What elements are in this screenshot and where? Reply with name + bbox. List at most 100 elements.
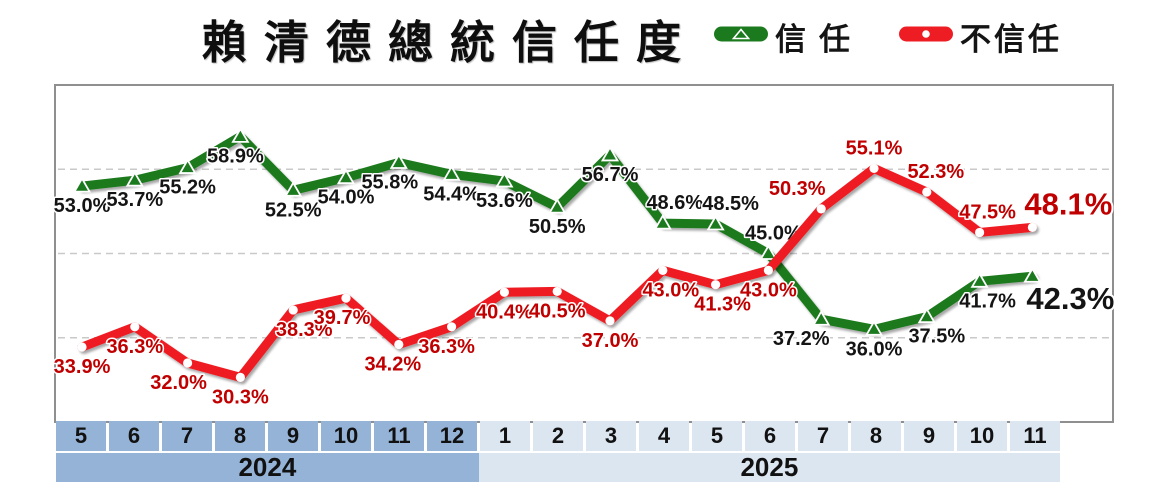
x-axis-years: 2024 2025 bbox=[56, 452, 1060, 482]
data-label: 50.3% bbox=[769, 178, 826, 200]
data-label: 36.3% bbox=[418, 336, 475, 358]
month-label: 5 bbox=[692, 421, 742, 451]
legend-label-trust: 信任 bbox=[775, 21, 863, 57]
data-label: 40.5% bbox=[529, 300, 586, 322]
month-label: 7 bbox=[162, 421, 212, 451]
data-label: 33.9% bbox=[54, 356, 111, 378]
data-label: 53.7% bbox=[106, 189, 163, 211]
month-label: 10 bbox=[321, 421, 371, 451]
marker-triangle-icon bbox=[284, 181, 303, 197]
marker-triangle-icon bbox=[495, 171, 514, 188]
data-label: 53.6% bbox=[476, 190, 533, 212]
legend-label-distrust: 不信任 bbox=[960, 21, 1062, 57]
marker-triangle-icon bbox=[178, 158, 197, 174]
data-label: 41.3% bbox=[694, 294, 751, 316]
data-label: 48.6% bbox=[646, 192, 703, 214]
legend-item-distrust: 不信任 bbox=[899, 16, 1062, 57]
marker-triangle-icon bbox=[442, 165, 461, 181]
data-label: 55.1% bbox=[846, 137, 903, 159]
month-label: 2 bbox=[533, 421, 583, 451]
data-label: 55.2% bbox=[159, 177, 216, 199]
data-label: 43.0% bbox=[740, 279, 797, 301]
marker-circle-icon bbox=[183, 358, 193, 368]
year-band-2025: 2025 bbox=[478, 452, 1060, 482]
distrust-line-marker-icon bbox=[899, 26, 953, 47]
marker-circle-icon bbox=[499, 287, 509, 297]
marker-circle-icon bbox=[394, 339, 404, 350]
data-label: 53.0% bbox=[54, 195, 111, 217]
data-label: 36.0% bbox=[846, 338, 903, 360]
legend-item-trust: 信任 bbox=[714, 16, 863, 57]
month-label: 11 bbox=[1010, 421, 1060, 451]
data-label: 58.9% bbox=[207, 145, 264, 167]
marker-triangle-icon bbox=[600, 145, 620, 162]
data-label: 47.5% bbox=[959, 201, 1016, 223]
data-label: 42.3% bbox=[1026, 281, 1114, 316]
month-label: 6 bbox=[745, 421, 795, 451]
data-label: 41.7% bbox=[959, 290, 1016, 312]
data-label: 48.1% bbox=[1024, 186, 1112, 221]
month-label: 5 bbox=[56, 421, 106, 451]
data-label: 56.7% bbox=[582, 164, 639, 186]
data-label: 55.8% bbox=[361, 172, 418, 194]
data-label: 37.5% bbox=[908, 326, 965, 348]
marker-triangle-icon bbox=[1023, 266, 1042, 283]
marker-circle-icon bbox=[552, 286, 562, 297]
marker-triangle-icon bbox=[72, 176, 92, 193]
page-title: 賴清德總統信任度 bbox=[202, 17, 699, 68]
marker-circle-icon bbox=[1027, 222, 1037, 232]
month-label: 12 bbox=[427, 421, 477, 451]
month-label: 1 bbox=[480, 421, 530, 451]
marker-triangle-icon bbox=[706, 214, 725, 231]
marker-circle-icon bbox=[922, 187, 932, 197]
marker-circle-icon bbox=[869, 163, 879, 174]
marker-circle-icon bbox=[447, 322, 457, 332]
month-label: 3 bbox=[586, 421, 636, 451]
trust-line-marker-icon bbox=[714, 26, 768, 47]
data-label: 37.2% bbox=[773, 328, 830, 350]
data-label: 54.4% bbox=[423, 183, 480, 205]
marker-circle-icon bbox=[341, 293, 351, 303]
marker-circle-icon bbox=[235, 372, 245, 382]
marker-circle-icon bbox=[658, 265, 668, 275]
month-label: 9 bbox=[268, 421, 318, 451]
marker-triangle-icon bbox=[653, 213, 672, 230]
x-axis-months: 5 6 7 8 9 10 11 12 1 2 3 4 5 6 7 8 9 10 11 bbox=[56, 421, 1060, 451]
month-label: 8 bbox=[851, 421, 901, 451]
month-label: 8 bbox=[215, 421, 265, 451]
data-label: 54.0% bbox=[318, 187, 375, 209]
month-label: 6 bbox=[109, 421, 159, 451]
marker-triangle-icon bbox=[336, 168, 356, 185]
data-label: 48.5% bbox=[702, 193, 759, 215]
data-label: 52.3% bbox=[907, 161, 964, 183]
marker-circle-icon bbox=[816, 204, 826, 214]
marker-circle-icon bbox=[711, 280, 721, 290]
marker-triangle-icon bbox=[970, 272, 989, 288]
month-label: 9 bbox=[904, 421, 954, 451]
marker-triangle-icon bbox=[864, 320, 884, 336]
data-label: 30.3% bbox=[212, 386, 269, 408]
marker-triangle-icon bbox=[389, 153, 408, 169]
marker-circle-icon bbox=[288, 305, 298, 315]
data-label: 34.2% bbox=[364, 353, 421, 375]
month-label: 11 bbox=[374, 421, 424, 451]
marker-circle-icon bbox=[605, 316, 615, 326]
data-label: 40.4% bbox=[476, 301, 533, 323]
marker-circle-icon bbox=[130, 322, 140, 332]
marker-circle-icon bbox=[763, 265, 774, 275]
marker-triangle-icon bbox=[917, 307, 936, 324]
marker-circle-icon bbox=[975, 227, 985, 238]
data-label: 39.7% bbox=[314, 307, 371, 329]
data-label: 38.3% bbox=[276, 319, 333, 341]
month-label: 7 bbox=[798, 421, 848, 451]
data-label: 43.0% bbox=[642, 279, 699, 301]
data-label: 50.5% bbox=[529, 216, 586, 238]
marker-triangle-icon bbox=[812, 309, 831, 326]
marker-triangle-icon bbox=[759, 244, 778, 260]
marker-circle-icon bbox=[77, 342, 87, 352]
year-band-2024: 2024 bbox=[56, 452, 479, 482]
marker-triangle-icon bbox=[548, 197, 567, 214]
marker-triangle-icon bbox=[125, 170, 144, 187]
